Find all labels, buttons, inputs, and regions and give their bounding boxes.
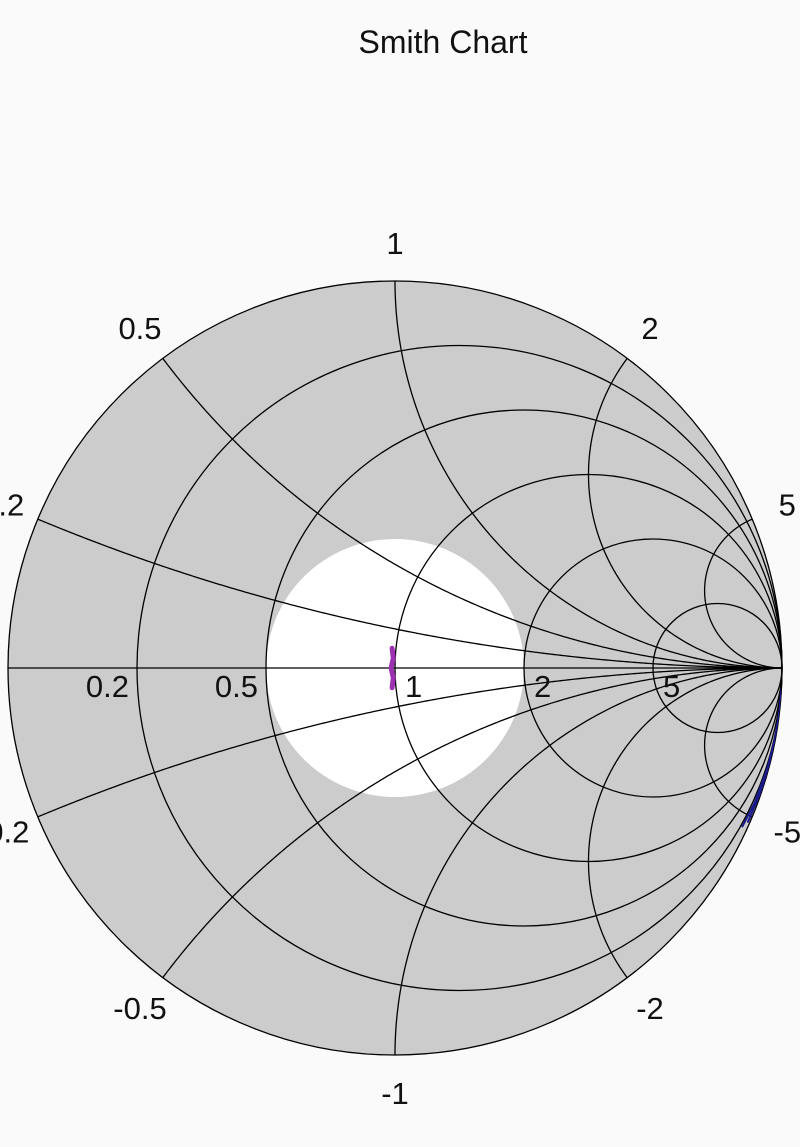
- resistance-label: 0.2: [86, 669, 129, 704]
- resistance-label: 0.5: [215, 669, 258, 704]
- reactance-arc: [37, 518, 782, 669]
- reactance-arc: [162, 667, 782, 978]
- reactance-arc: [162, 358, 782, 669]
- data-trace: [741, 692, 782, 828]
- reactance-arc: [587, 667, 783, 978]
- reactance-label: 2: [641, 311, 658, 346]
- reactance-arc: [587, 358, 783, 669]
- reactance-label: -0.5: [113, 991, 166, 1026]
- reactance-label: 5: [779, 488, 796, 523]
- reactance-label: 0.5: [118, 311, 161, 346]
- grid: [7, 280, 783, 1056]
- resistance-label: 5: [663, 669, 680, 704]
- reactance-label: 1: [386, 226, 403, 261]
- reactance-arc: [703, 518, 783, 669]
- resistance-label: 2: [534, 669, 551, 704]
- traces: [388, 645, 782, 828]
- data-trace: [388, 645, 396, 691]
- reactance-label: -1: [381, 1076, 409, 1111]
- reactance-arc: [394, 667, 783, 1055]
- reactance-arc: [703, 667, 783, 818]
- reactance-label: -5: [774, 814, 800, 849]
- resistance-label: 1: [405, 669, 422, 704]
- reactance-label: 0.2: [0, 488, 24, 523]
- reactance-label: -2: [636, 991, 664, 1026]
- reactance-arc: [37, 667, 782, 818]
- chart-title: Smith Chart: [359, 24, 528, 60]
- reactance-label: -0.2: [0, 814, 29, 849]
- reactance-arc: [394, 281, 783, 669]
